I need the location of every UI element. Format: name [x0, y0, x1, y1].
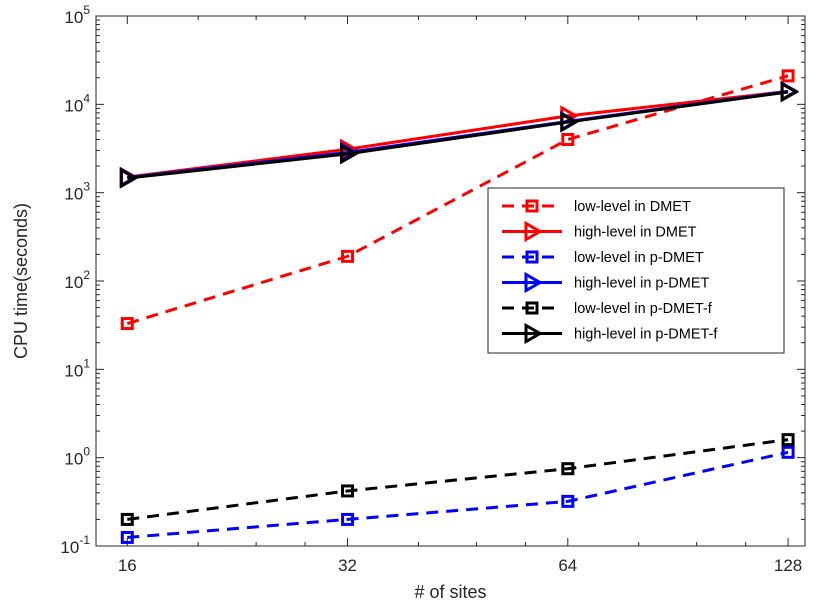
y-tick-label: 100	[64, 445, 90, 469]
y-tick-label: 10-1	[60, 533, 90, 557]
y-tick-label: 102	[64, 268, 90, 292]
x-tick-label: 16	[118, 556, 137, 575]
x-tick-label: 64	[558, 556, 577, 575]
data-point	[560, 111, 579, 133]
x-axis-label: # of sites	[414, 582, 486, 602]
data-point	[120, 530, 134, 544]
data-point	[341, 512, 355, 526]
data-point	[781, 433, 795, 447]
legend-marker	[525, 301, 539, 315]
legend-entry: low-level in p-DMET	[502, 250, 704, 266]
series-line	[127, 89, 789, 179]
legend-label: low-level in p-DMET-f	[574, 301, 713, 317]
data-point	[341, 249, 355, 263]
series-layer	[119, 69, 800, 544]
legend-marker	[524, 271, 544, 294]
data-point	[781, 445, 795, 459]
series-0	[120, 69, 795, 331]
data-point	[781, 69, 795, 83]
legend-label: high-level in p-DMET	[574, 276, 710, 292]
series-2	[120, 445, 795, 544]
legend-label: low-level in DMET	[574, 199, 691, 215]
data-point	[120, 317, 134, 331]
y-tick-label: 101	[64, 356, 90, 380]
legend-label: high-level in DMET	[574, 225, 697, 241]
data-point	[119, 167, 139, 189]
legend-box	[487, 187, 785, 354]
tick-labels: 10-1 100 101 102 103 104 105 16 32 64 128	[60, 3, 802, 575]
series-4	[120, 433, 795, 526]
data-point	[780, 81, 800, 103]
x-tick-label: 128	[774, 556, 802, 575]
data-point	[120, 512, 134, 526]
legend-entry: low-level in DMET	[502, 199, 691, 215]
y-tick-label: 105	[64, 3, 90, 27]
legend: low-level in DMET high-level in DMET low-l…	[487, 187, 785, 354]
data-point	[561, 494, 575, 508]
x-tick-label: 32	[338, 556, 357, 575]
data-point	[340, 143, 359, 165]
legend-marker	[525, 199, 539, 213]
y-tick-label: 103	[64, 180, 90, 204]
series-line	[127, 450, 789, 539]
y-axis-label: CPU time(seconds)	[11, 203, 31, 359]
axis-ticks	[96, 15, 805, 547]
legend-label: high-level in p-DMET-f	[574, 327, 718, 343]
legend-label: low-level in p-DMET	[574, 250, 704, 266]
legend-marker	[524, 322, 544, 345]
series-line	[127, 90, 789, 180]
legend-marker	[525, 250, 539, 264]
legend-entry: high-level in p-DMET-f	[502, 322, 718, 345]
legend-entry: high-level in DMET	[502, 220, 697, 243]
legend-marker	[524, 220, 544, 243]
legend-entry: high-level in p-DMET	[502, 271, 710, 294]
y-tick-label: 104	[64, 91, 90, 115]
data-point	[561, 132, 575, 146]
legend-entry: low-level in p-DMET-f	[502, 301, 713, 317]
data-point	[561, 462, 575, 476]
series-line	[127, 438, 789, 521]
data-point	[341, 484, 355, 498]
series-5	[119, 81, 800, 189]
